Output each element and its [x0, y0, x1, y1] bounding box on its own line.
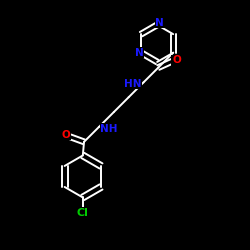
Text: N: N [135, 48, 143, 58]
Text: O: O [172, 55, 181, 65]
Text: N: N [155, 18, 164, 28]
Text: O: O [62, 130, 70, 140]
Text: Cl: Cl [77, 208, 89, 218]
Text: HN: HN [124, 79, 142, 89]
Text: NH: NH [100, 124, 118, 134]
